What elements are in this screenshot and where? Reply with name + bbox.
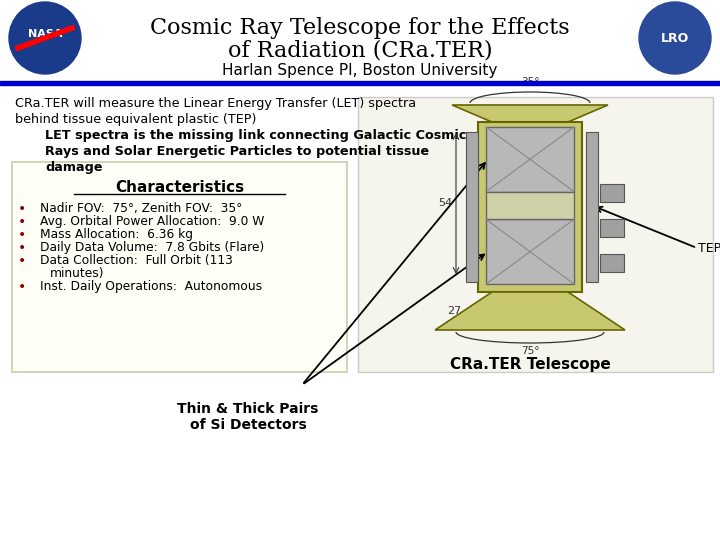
Text: CRa.TER will measure the Linear Energy Transfer (LET) spectra: CRa.TER will measure the Linear Energy T… [15,97,416,110]
Text: 27: 27 [447,306,462,316]
Text: Characteristics: Characteristics [115,180,244,195]
Text: Cosmic Ray Telescope for the Effects: Cosmic Ray Telescope for the Effects [150,17,570,39]
Text: Data Collection:  Full Orbit (113: Data Collection: Full Orbit (113 [40,254,233,267]
Text: 54: 54 [438,199,452,208]
Text: Rays and Solar Energetic Particles to potential tissue: Rays and Solar Energetic Particles to po… [45,145,429,158]
Text: •: • [18,202,26,216]
Bar [486,127,574,192]
Bar [466,132,478,282]
Text: Mass Allocation:  6.36 kg: Mass Allocation: 6.36 kg [40,228,193,241]
Text: •: • [18,241,26,255]
Text: 75°: 75° [521,346,539,356]
Text: CRa.TER Telescope: CRa.TER Telescope [449,357,611,372]
Text: Harlan Spence PI, Boston University: Harlan Spence PI, Boston University [222,63,498,78]
Bar [586,132,598,282]
Text: •: • [18,228,26,242]
Text: LET spectra is the missing link connecting Galactic Cosmic: LET spectra is the missing link connecti… [45,129,467,142]
Bar [358,97,713,372]
Bar [600,184,624,202]
Text: Daily Data Volume:  7.8 Gbits (Flare): Daily Data Volume: 7.8 Gbits (Flare) [40,241,264,254]
Bar [600,254,624,272]
Text: 35°: 35° [521,77,539,87]
Text: •: • [18,254,26,268]
Text: damage: damage [45,161,102,174]
Bar [0,81,720,85]
Text: •: • [18,215,26,229]
Text: Nadir FOV:  75°, Zenith FOV:  35°: Nadir FOV: 75°, Zenith FOV: 35° [40,202,242,215]
Text: NASA: NASA [28,29,62,39]
Text: Avg. Orbital Power Allocation:  9.0 W: Avg. Orbital Power Allocation: 9.0 W [40,215,264,228]
Text: Thin & Thick Pairs
of Si Detectors: Thin & Thick Pairs of Si Detectors [177,402,319,432]
Bar [486,219,574,284]
Bar [486,192,574,219]
Bar [600,219,624,237]
Circle shape [639,2,711,74]
Polygon shape [435,292,625,330]
Circle shape [9,2,81,74]
Text: TEP: TEP [698,241,720,254]
Text: LRO: LRO [661,31,689,44]
Text: •: • [18,280,26,294]
Text: of Radiation (CRa.TER): of Radiation (CRa.TER) [228,39,492,61]
Text: Inst. Daily Operations:  Autonomous: Inst. Daily Operations: Autonomous [40,280,262,293]
Bar [478,122,582,292]
Text: minutes): minutes) [50,267,104,280]
Text: behind tissue equivalent plastic (TEP): behind tissue equivalent plastic (TEP) [15,113,256,126]
Bar [12,162,347,372]
Polygon shape [452,105,608,122]
